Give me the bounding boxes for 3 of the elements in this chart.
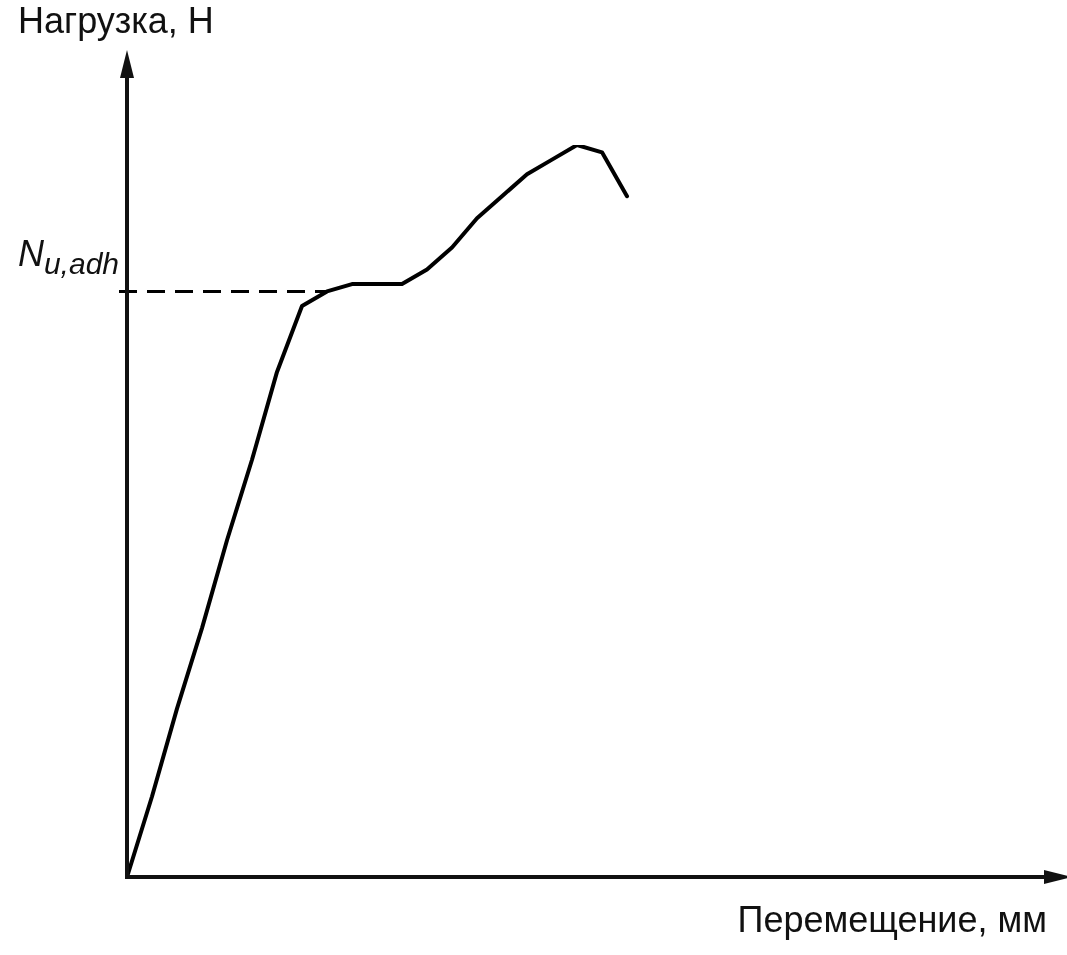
x-axis-title: Перемещение, мм: [737, 899, 1047, 941]
y-axis-title: Нагрузка, Н: [18, 0, 214, 42]
ref-line-label: N$_{u,adh}$: [17, 233, 119, 282]
